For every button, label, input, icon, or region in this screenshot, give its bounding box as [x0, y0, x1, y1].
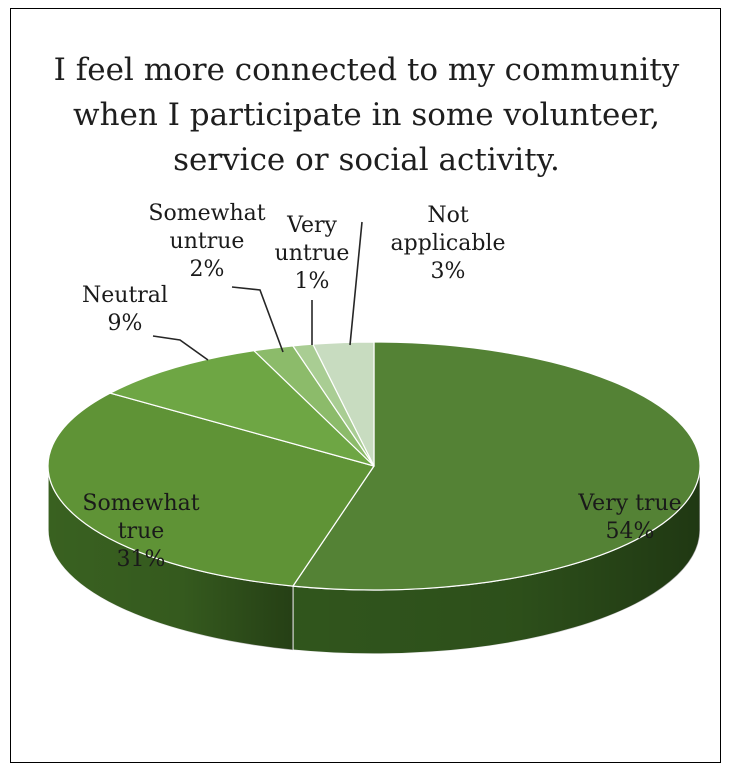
pie-slice-not-applicable	[312, 341, 375, 467]
pie-label-somewhat-untrue-percent: 2%	[190, 257, 225, 282]
pie-side-shade-very-true	[292, 466, 700, 654]
pie-label-somewhat-untrue-line-1: Somewhat	[148, 201, 265, 226]
pie-leader-not-applicable	[349, 221, 363, 346]
chart-title-line-2: when I participate in some volunteer,	[73, 97, 660, 133]
chart-title: I feel more connected to my community wh…	[0, 48, 733, 183]
pie-leader-somewhat-untrue	[231, 286, 284, 353]
pie-label-not-applicable-line-1: Not	[427, 203, 468, 228]
pie-label-somewhat-untrue-line-2: untrue	[170, 229, 245, 254]
pie-side-shade-somewhat-true	[47, 466, 293, 651]
pie-leader-neutral	[152, 335, 209, 361]
pie-label-not-applicable-line-2: applicable	[391, 231, 506, 256]
pie-label-somewhat-true-line-1: Somewhat	[82, 491, 199, 516]
pie-label-neutral-percent: 9%	[108, 311, 143, 336]
pie-top	[47, 341, 701, 591]
pie-label-very-true-line-1: Very true	[577, 491, 681, 516]
pie-label-very-untrue-line-2: untrue	[275, 241, 350, 266]
pie-slice-neutral	[109, 350, 375, 467]
pie-label-somewhat-true-percent: 31%	[117, 547, 166, 572]
chart-title-line-3: service or social activity.	[173, 142, 560, 178]
pie-label-somewhat-true-line-2: true	[118, 519, 165, 544]
pie-label-very-untrue-percent: 1%	[295, 269, 330, 294]
chart-title-line-1: I feel more connected to my community	[53, 52, 680, 88]
pie-leaders	[152, 221, 363, 361]
pie-slice-somewhat-true	[47, 392, 375, 587]
pie-slice-very-true	[292, 341, 701, 591]
pie-label-not-applicable-percent: 3%	[431, 259, 466, 284]
pie-label-neutral-line-1: Neutral	[82, 283, 168, 308]
pie-label-very-true-percent: 54%	[606, 519, 655, 544]
pie-labels: Very true 54% Somewhat true 31% Neutral 9% Some…	[82, 201, 682, 572]
pie-label-very-untrue-line-1: Very	[286, 213, 337, 238]
